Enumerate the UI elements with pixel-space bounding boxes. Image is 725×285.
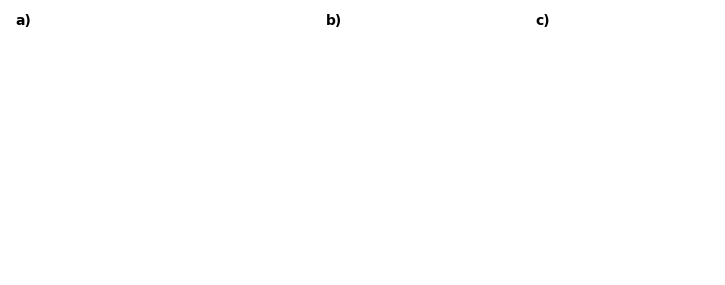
Text: b): b) xyxy=(326,14,342,28)
Text: c): c) xyxy=(536,14,550,28)
Text: a): a) xyxy=(16,14,32,28)
